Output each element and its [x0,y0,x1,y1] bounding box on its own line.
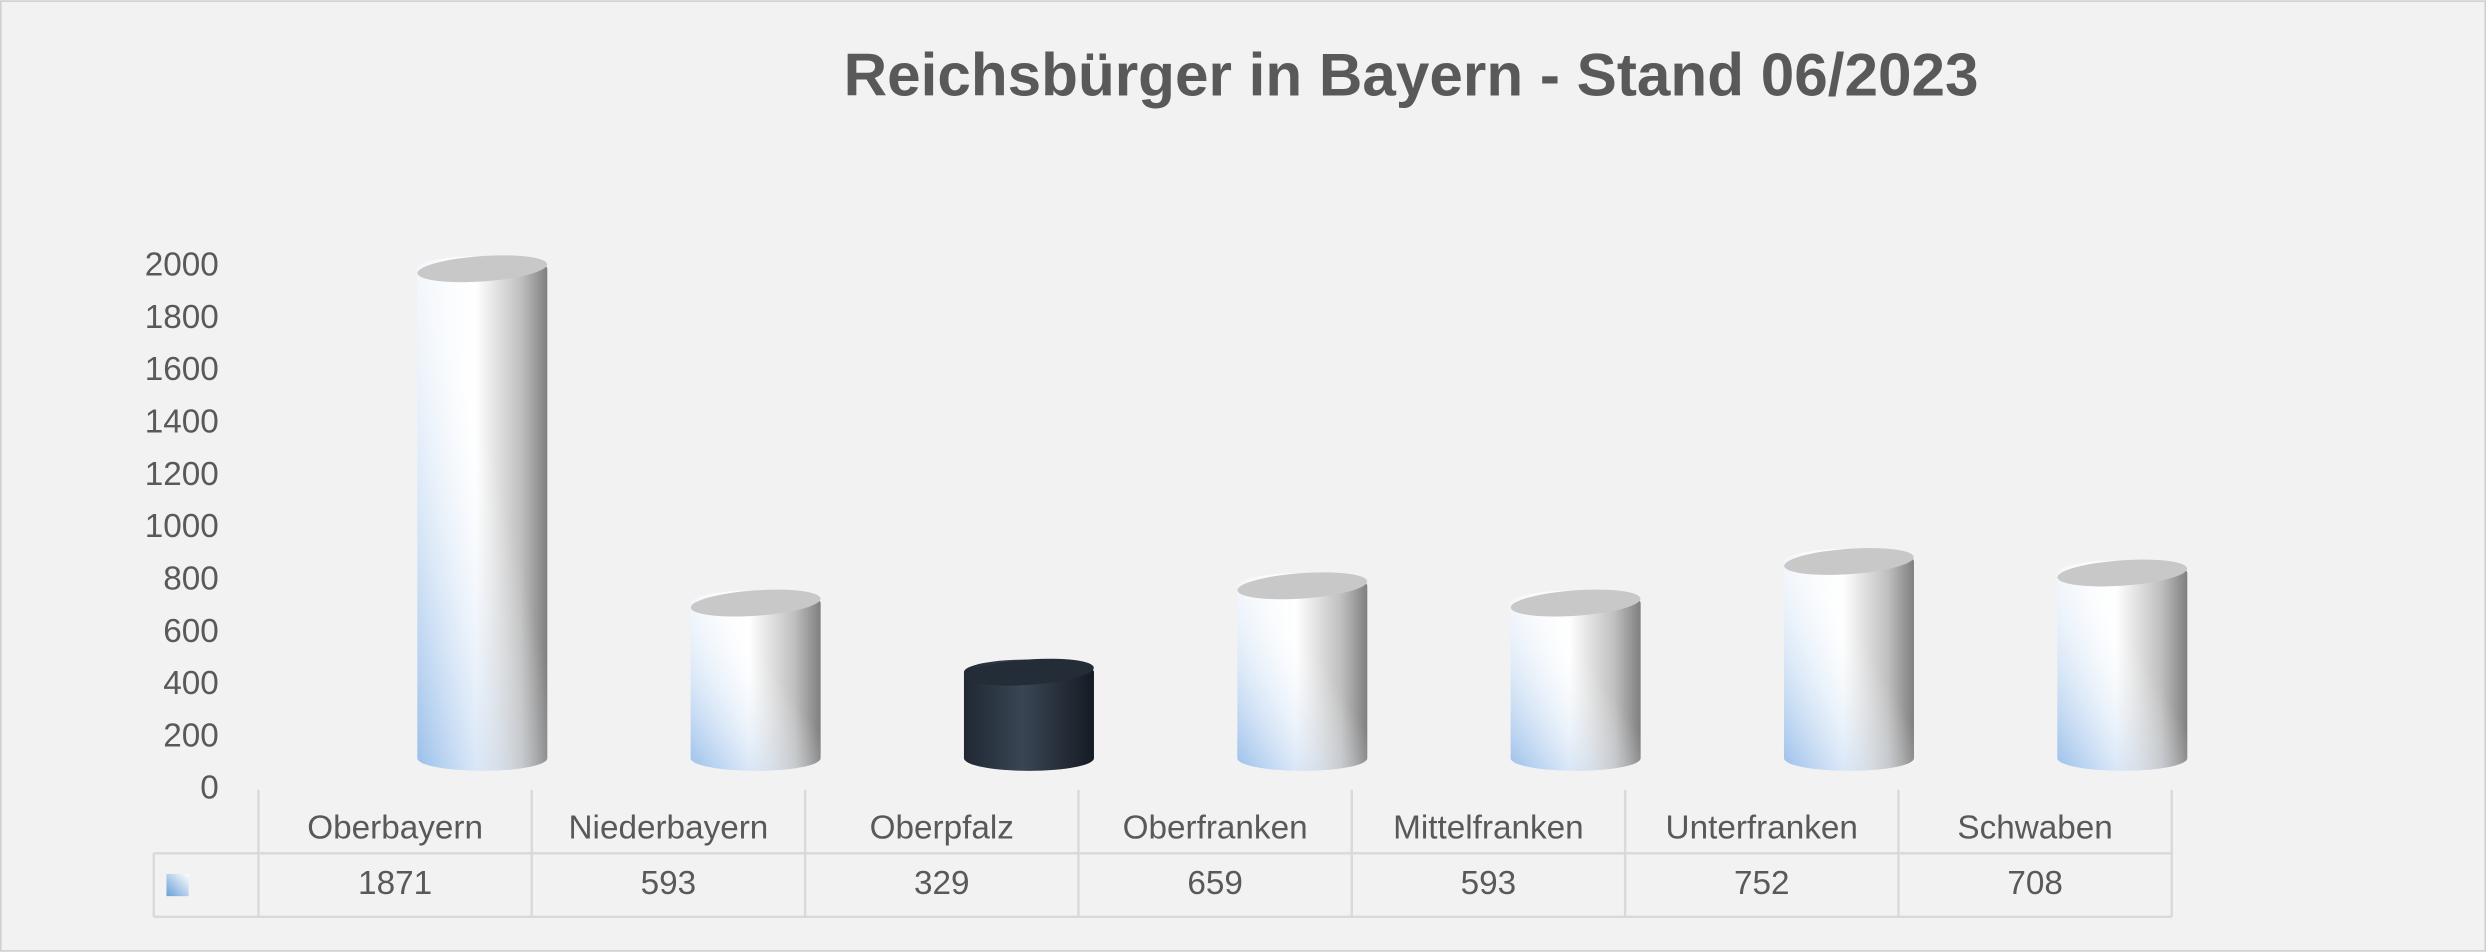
y-tick-label: 800 [163,560,219,597]
bar-top [690,589,821,617]
data-table [152,789,2173,918]
bar-top [964,658,1094,686]
bar-top [417,255,548,283]
legend-key [166,873,189,897]
bar-shade [1510,590,1641,771]
y-tick-label: 2000 [145,247,219,284]
table-value: 708 [2007,865,2063,902]
x-tick-label: Oberfranken [1123,809,1308,846]
table-value: 752 [1734,865,1790,902]
y-tick-label: 1600 [145,351,219,388]
y-tick-label: 1000 [145,508,219,545]
x-tick-label: Mittelfranken [1393,809,1584,846]
bar-shade [1783,548,1914,771]
x-tick-label: Niederbayern [569,809,769,846]
bar-shade [417,256,548,771]
bar-top [1237,572,1368,600]
bar-top [2057,559,2188,587]
y-tick-label: 0 [200,770,219,807]
chart-title: Reichsbürger in Bayern - Stand 06/2023 [844,41,1979,109]
bar-top [1784,548,1914,575]
y-tick-label: 1800 [145,299,219,336]
bar-shade [1237,573,1368,771]
bar [963,659,1094,771]
y-tick-label: 1400 [145,403,219,440]
bar-shade [2057,560,2188,771]
table-value: 593 [1461,865,1517,902]
table-value: 659 [1187,865,1243,902]
bar-top [1510,589,1641,617]
y-tick-label: 200 [163,717,219,754]
table-value: 593 [641,865,697,902]
y-tick-label: 1200 [145,456,219,493]
y-tick-label: 600 [163,613,219,650]
x-tick-label: Unterfranken [1666,809,1858,846]
x-tick-label: Schwaben [1957,809,2112,846]
table-value: 329 [914,865,970,902]
x-tick-label: Oberpfalz [870,809,1014,846]
y-tick-label: 400 [163,665,219,702]
table-value: 1871 [358,865,432,902]
bar-shade [690,590,821,771]
x-tick-label: Oberbayern [307,809,483,846]
